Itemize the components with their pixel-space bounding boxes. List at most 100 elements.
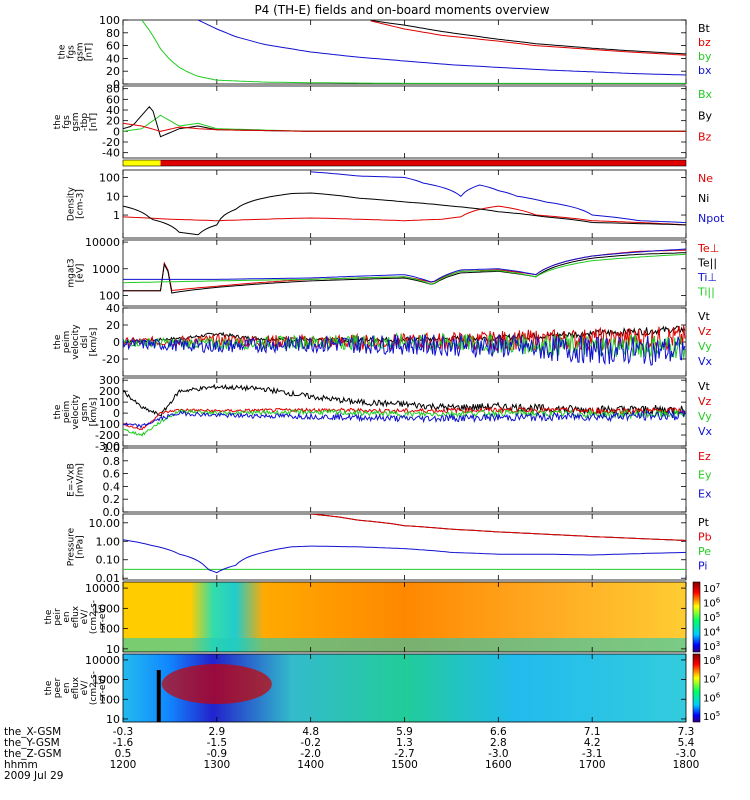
footer-date: 2009 Jul 29 <box>4 770 63 782</box>
footer-value: 1600 <box>485 759 512 771</box>
series-line-Ti|| <box>123 253 686 285</box>
panel-5: -20 0 20 40 the peim velocity dsl [km/s] Vt Vz Vy Vx <box>53 302 713 377</box>
y-axis-label: [km/s] <box>89 398 99 427</box>
y-tick-label: 10 <box>106 190 120 203</box>
colorbar <box>692 581 701 653</box>
y-axis-label: Pressure <box>67 527 77 566</box>
y-tick-label: 60 <box>106 93 120 106</box>
y-axis-label: peer <box>53 677 63 698</box>
y-axis-label: sr-eV) <box>98 604 108 630</box>
footer-axis-table: the_X-GSM -0.3 2.9 4.8 5.9 6.6 7.1 7.3 the_Y-GSM… <box>4 726 699 782</box>
series-line-Vz <box>123 325 686 352</box>
legend-By: By <box>698 109 713 122</box>
status-bar-frame <box>122 159 687 167</box>
legend-Vz: Vz <box>698 325 712 338</box>
series-line-Bz <box>123 122 686 132</box>
y-axis-label: en <box>62 611 72 622</box>
panel-frame <box>122 169 687 239</box>
series-line-Vt <box>123 325 686 344</box>
series-line-Pi <box>123 539 686 574</box>
legend-Ez: Ez <box>698 450 711 463</box>
y-axis-label: eV/ <box>80 680 90 696</box>
legend-Ne: Ne <box>698 172 713 185</box>
y-tick-label: 60 <box>106 40 120 53</box>
series-line-Ni <box>123 192 686 236</box>
legend-Ex: Ex <box>698 487 712 500</box>
colorbar-tick-label: 106 <box>703 691 721 704</box>
legend-Ey: Ey <box>698 469 712 482</box>
footer-value: 1300 <box>203 759 230 771</box>
y-tick-label: 0.4 <box>103 480 121 493</box>
status-bar-yellow <box>123 160 161 166</box>
y-tick-label: 0.01 <box>96 572 121 585</box>
y-tick-label: 0.2 <box>103 493 121 506</box>
y-tick-label: 80 <box>106 83 120 96</box>
y-tick-label: 0 <box>113 78 120 91</box>
footer-value: 2.9 <box>208 726 225 738</box>
footer-row-label: the_Y-GSM <box>4 737 60 749</box>
legend-Bz: Bz <box>698 131 712 144</box>
footer-value: -0.9 <box>207 748 228 760</box>
colorbar-tick-label: 106 <box>703 597 721 610</box>
y-tick-label: 10.00 <box>89 517 121 530</box>
y-tick-label: -200 <box>95 429 120 442</box>
y-axis-label: Density <box>67 186 77 221</box>
y-axis-label: fgs <box>62 115 72 129</box>
footer-value: -2.0 <box>300 748 321 760</box>
footer-value: -1.5 <box>207 737 228 749</box>
y-tick-label: 10000 <box>85 654 120 667</box>
y-axis-label: velocity <box>71 394 81 430</box>
y-tick-label: 100 <box>99 693 120 706</box>
y-tick-label: -300 <box>95 440 120 453</box>
legend-Pt: Pt <box>698 516 710 529</box>
y-axis-label: gsm <box>76 42 86 61</box>
y-tick-label: 100 <box>99 289 120 302</box>
legend-Bx: Bx <box>698 88 713 101</box>
footer-value: 1.3 <box>396 737 413 749</box>
y-tick-label: 0 <box>113 125 120 138</box>
y-tick-label: 40 <box>106 52 120 65</box>
legend-Pe: Pe <box>698 545 711 558</box>
legend-by: by <box>698 50 712 63</box>
series-line-bz <box>370 20 686 56</box>
colorbar-tick-exponent: 6 <box>716 691 721 699</box>
y-tick-label: 20 <box>106 319 120 332</box>
y-tick-label: 1000 <box>92 674 120 687</box>
legend-Te⊥: Te⊥ <box>697 242 719 255</box>
colorbar-tick-label: 105 <box>703 611 720 624</box>
colorbar-tick-label: 108 <box>703 654 720 667</box>
footer-value: 5.9 <box>396 726 413 738</box>
series-line-Vx <box>123 333 686 366</box>
footer-value: 1400 <box>297 759 324 771</box>
series-group <box>123 106 686 138</box>
y-axis-label: fgs <box>67 45 77 59</box>
y-tick-label: 0.8 <box>103 455 121 468</box>
series-line-Vy <box>123 408 686 438</box>
series-line-Bt <box>370 20 686 55</box>
y-axis-label: the <box>53 114 63 129</box>
footer-value: 0.5 <box>115 748 132 760</box>
y-tick-label: -20 <box>102 136 120 149</box>
panel-frame <box>122 513 687 581</box>
footer-value: 1200 <box>110 759 137 771</box>
y-tick-label: 0 <box>113 336 120 349</box>
spectrogram-low-band <box>123 638 686 652</box>
y-axis-label: [nPa] <box>76 535 86 558</box>
footer-value: 7.3 <box>678 726 695 738</box>
colorbar-tick-exponent: 3 <box>716 640 720 648</box>
colorbar-tick-exponent: 7 <box>716 673 720 681</box>
colorbar-tick-exponent: 8 <box>716 654 720 662</box>
footer-value: 2.8 <box>490 737 507 749</box>
footer-value: -0.3 <box>113 726 134 738</box>
footer-value: 1500 <box>391 759 418 771</box>
panel-7: 0.00.20.40.60.81.0 E=-VxB [mV/m] Ez Ey Ex <box>67 442 712 519</box>
y-tick-label: 100 <box>99 396 120 409</box>
y-tick-label: 1.00 <box>96 535 121 548</box>
y-axis-label: gsm <box>71 112 81 131</box>
y-tick-label: 10000 <box>85 236 120 249</box>
y-tick-label: 20 <box>106 65 120 78</box>
